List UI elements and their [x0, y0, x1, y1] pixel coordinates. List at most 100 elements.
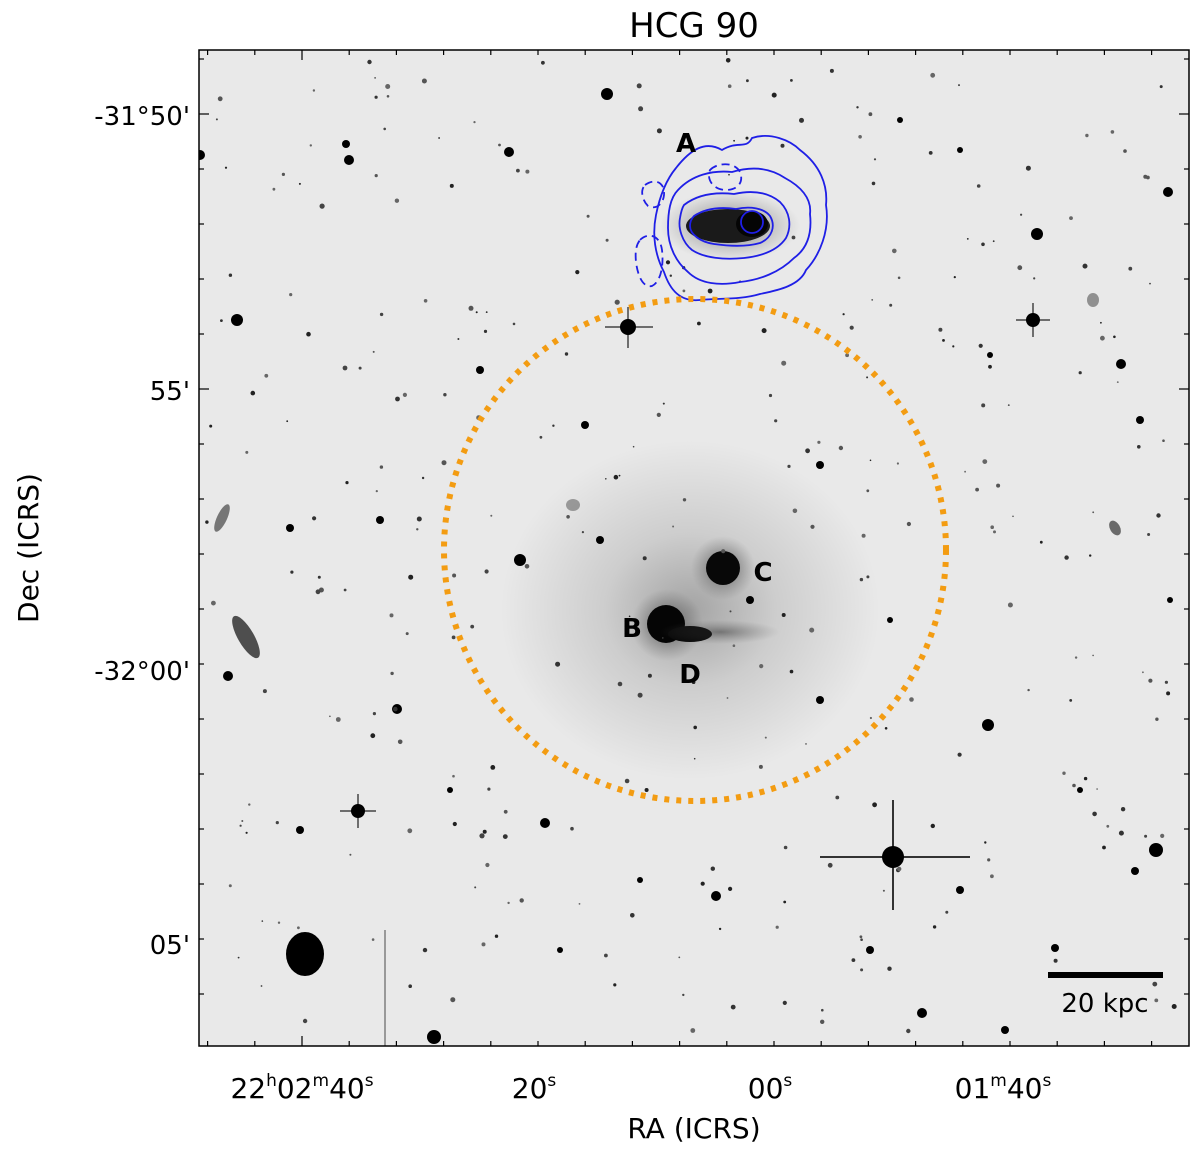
star	[248, 803, 251, 806]
star	[552, 424, 555, 427]
star	[871, 299, 874, 301]
star	[693, 757, 696, 760]
y-tick-label: -32°00'	[94, 657, 190, 687]
x-tick-label: 00s	[748, 1071, 793, 1105]
star	[636, 83, 642, 89]
star	[892, 248, 897, 254]
star	[1160, 833, 1165, 839]
beam-ellipse	[286, 932, 324, 976]
star	[990, 874, 994, 879]
star	[1092, 811, 1097, 817]
star	[842, 313, 845, 316]
star	[1083, 776, 1088, 781]
star	[237, 956, 240, 959]
star	[866, 489, 870, 493]
star	[1051, 944, 1059, 952]
star	[981, 403, 986, 408]
star	[1025, 165, 1031, 171]
star	[816, 696, 824, 704]
star	[781, 613, 786, 617]
star	[344, 155, 354, 165]
star	[217, 96, 223, 102]
star	[372, 712, 376, 716]
star	[604, 953, 608, 958]
star	[451, 635, 456, 640]
star	[514, 554, 526, 566]
contour-negative	[634, 234, 664, 288]
star	[1147, 533, 1151, 536]
star	[555, 661, 561, 667]
star	[990, 525, 994, 529]
star	[746, 79, 749, 83]
star	[624, 778, 630, 784]
star	[1069, 699, 1073, 702]
star	[407, 828, 413, 834]
star	[628, 615, 631, 618]
contour-negative	[641, 180, 665, 209]
star	[638, 106, 644, 112]
star	[858, 135, 862, 139]
star	[764, 736, 767, 739]
star	[964, 470, 966, 473]
background-galaxy	[1109, 520, 1121, 536]
star	[490, 514, 493, 517]
star	[884, 727, 888, 730]
bright-star	[605, 307, 653, 348]
star	[342, 365, 348, 371]
hi-contours	[634, 135, 828, 302]
star	[805, 448, 810, 454]
star	[1143, 174, 1148, 179]
star	[996, 483, 1001, 488]
star	[525, 169, 530, 174]
star	[358, 366, 362, 370]
contour-3	[678, 191, 791, 260]
star	[474, 886, 477, 889]
star	[1039, 540, 1043, 544]
star	[781, 360, 787, 366]
star	[952, 345, 955, 348]
star	[393, 706, 398, 712]
contour-negative	[708, 163, 743, 191]
star	[1096, 788, 1098, 790]
star	[613, 474, 619, 480]
star	[245, 450, 249, 454]
star	[721, 549, 726, 554]
star	[700, 881, 705, 886]
star	[570, 826, 574, 831]
star	[481, 942, 486, 947]
star	[490, 765, 496, 770]
star	[662, 402, 665, 405]
star	[678, 956, 681, 959]
star	[1171, 1004, 1177, 1009]
background-galaxy	[1087, 293, 1099, 307]
star	[312, 89, 316, 92]
background-galaxy	[566, 499, 580, 511]
star	[727, 84, 732, 88]
star	[277, 921, 281, 924]
star	[262, 689, 267, 694]
star	[869, 716, 873, 720]
star	[816, 461, 824, 469]
star	[1001, 1026, 1009, 1034]
star	[809, 627, 815, 633]
star	[605, 238, 609, 242]
star	[728, 173, 730, 176]
star	[1136, 416, 1144, 424]
star	[566, 515, 570, 519]
star	[988, 364, 992, 369]
star	[942, 339, 945, 342]
star	[932, 925, 937, 929]
y-tick-label: 55'	[150, 377, 190, 407]
star	[421, 78, 427, 84]
star	[710, 866, 715, 871]
star	[575, 270, 580, 275]
star	[897, 117, 903, 123]
star	[457, 338, 460, 340]
star	[319, 203, 325, 209]
star	[272, 187, 276, 191]
star	[866, 575, 870, 579]
star	[887, 617, 893, 623]
star	[586, 214, 590, 218]
star	[483, 329, 488, 333]
star	[224, 166, 228, 169]
